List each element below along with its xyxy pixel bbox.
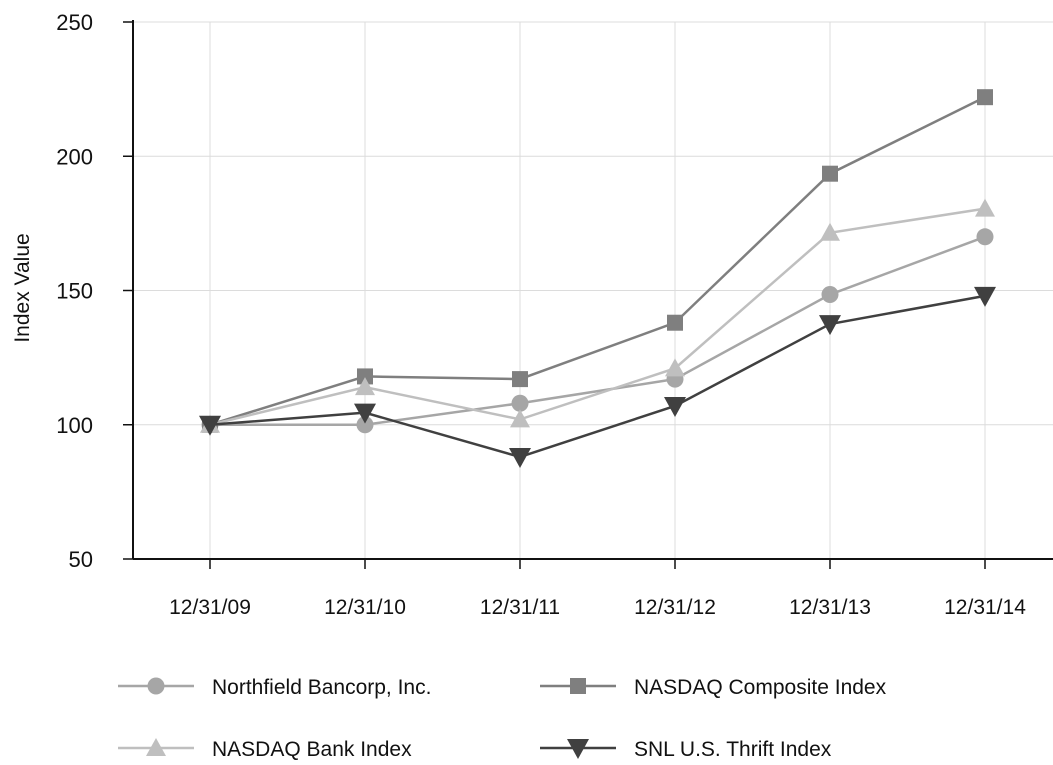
legend-item: NASDAQ Bank Index [118, 738, 412, 761]
y-tick-label: 150 [56, 279, 93, 304]
legend-marker [147, 677, 165, 695]
legend-label: Northfield Bancorp, Inc. [212, 676, 431, 699]
x-tick-label: 12/31/13 [789, 596, 871, 619]
data-point-marker [822, 165, 838, 182]
data-point-marker [356, 416, 374, 434]
data-point-marker [357, 368, 373, 385]
x-tick-label: 12/31/10 [324, 596, 406, 619]
series-triangle-down [199, 286, 996, 468]
data-point-marker [976, 228, 994, 246]
y-tick-label: 250 [56, 10, 93, 35]
x-tick-label: 12/31/14 [944, 596, 1026, 619]
data-point-marker [355, 377, 375, 396]
series-square [202, 89, 993, 433]
legend-item: SNL U.S. Thrift Index [540, 738, 832, 761]
data-point-marker [821, 286, 839, 304]
data-point-marker [509, 447, 531, 468]
series-line [210, 235, 986, 426]
x-tick-label: 12/31/11 [480, 596, 560, 619]
legend-marker [570, 678, 586, 694]
y-tick-label: 100 [56, 413, 93, 438]
data-point-marker [354, 403, 376, 424]
data-point-marker [510, 409, 530, 428]
data-point-marker [512, 371, 528, 388]
series-line [209, 207, 986, 426]
x-tick-label: 12/31/09 [169, 596, 251, 619]
series-line [209, 96, 986, 426]
series-line [209, 294, 986, 459]
legend-label: NASDAQ Composite Index [634, 676, 887, 699]
data-point-marker [974, 286, 996, 307]
data-point-marker [199, 415, 221, 436]
y-tick-label: 200 [56, 144, 93, 169]
legend-marker [146, 738, 166, 756]
data-point-marker [820, 222, 840, 241]
y-tick-label: 50 [69, 547, 93, 572]
data-point-marker [664, 396, 686, 417]
data-point-marker [665, 358, 685, 377]
data-point-marker [667, 314, 683, 331]
data-point-marker [819, 315, 841, 336]
series-circle [201, 228, 994, 434]
data-point-marker [975, 198, 995, 217]
x-tick-labels: 12/31/09 12/31/10 12/31/11 12/31/12 12/31/13… [169, 596, 1026, 619]
legend-marker [567, 739, 589, 759]
series-group [199, 89, 996, 468]
legend-item: NASDAQ Composite Index [540, 676, 887, 699]
legend-label: NASDAQ Bank Index [212, 738, 412, 760]
x-tick-label: 12/31/12 [634, 596, 716, 619]
y-axis-label: Index Value [11, 233, 34, 342]
data-point-marker [511, 394, 529, 412]
legend-label: SNL U.S. Thrift Index [634, 738, 832, 760]
legend-item: Northfield Bancorp, Inc. [118, 676, 431, 699]
axes [123, 20, 1053, 569]
gridlines [133, 21, 1053, 559]
y-tick-labels: 50 100 150 200 250 [56, 10, 93, 572]
data-point-marker [977, 89, 993, 106]
legend: Northfield Bancorp, Inc. NASDAQ Composite… [118, 676, 887, 761]
